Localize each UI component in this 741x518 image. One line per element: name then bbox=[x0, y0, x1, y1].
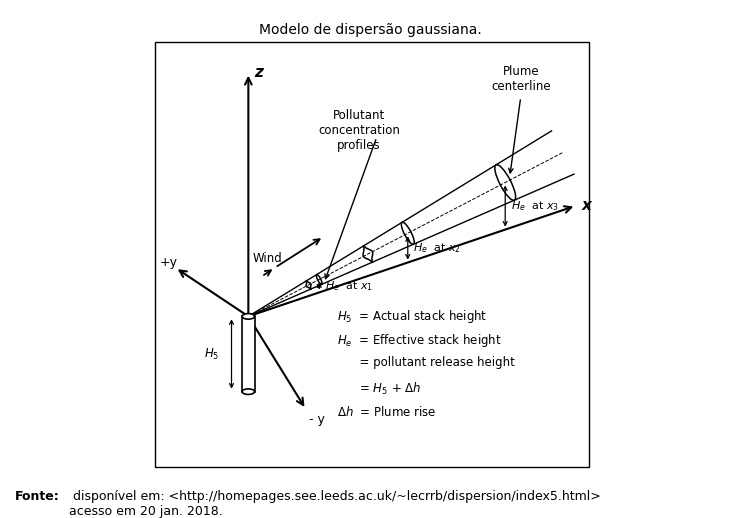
Text: = pollutant release height: = pollutant release height bbox=[337, 356, 515, 369]
Text: $\Delta h$  = Plume rise: $\Delta h$ = Plume rise bbox=[337, 405, 436, 419]
Ellipse shape bbox=[242, 313, 255, 319]
Text: $H_5$  = Actual stack height: $H_5$ = Actual stack height bbox=[337, 308, 488, 324]
Text: $H_5$: $H_5$ bbox=[204, 347, 219, 362]
Bar bbox=[242, 316, 255, 392]
Text: Modelo de dispersão gaussiana.: Modelo de dispersão gaussiana. bbox=[259, 23, 482, 37]
Text: - y: - y bbox=[310, 413, 325, 426]
Ellipse shape bbox=[242, 389, 255, 394]
Text: Pollutant
concentration
profiles: Pollutant concentration profiles bbox=[318, 109, 400, 152]
Text: x: x bbox=[582, 198, 591, 213]
Text: $H_e$  at $x_3$: $H_e$ at $x_3$ bbox=[511, 199, 559, 213]
Text: disponível em: <http://homepages.see.leeds.ac.uk/~lecrrb/dispersion/index5.html>: disponível em: <http://homepages.see.lee… bbox=[69, 490, 601, 517]
Text: Fonte:: Fonte: bbox=[15, 490, 59, 502]
Text: z: z bbox=[253, 65, 262, 80]
Text: $H_e$  = Effective stack height: $H_e$ = Effective stack height bbox=[337, 332, 502, 349]
Text: $H_e$  at $x_2$: $H_e$ at $x_2$ bbox=[413, 241, 461, 255]
Text: Wind: Wind bbox=[253, 252, 282, 265]
Text: $H_e$  at $x_1$: $H_e$ at $x_1$ bbox=[325, 279, 373, 293]
Text: = $H_5$ + $\Delta h$: = $H_5$ + $\Delta h$ bbox=[337, 381, 422, 397]
Text: Plume
centerline: Plume centerline bbox=[491, 65, 551, 93]
Text: +y: +y bbox=[160, 256, 178, 269]
